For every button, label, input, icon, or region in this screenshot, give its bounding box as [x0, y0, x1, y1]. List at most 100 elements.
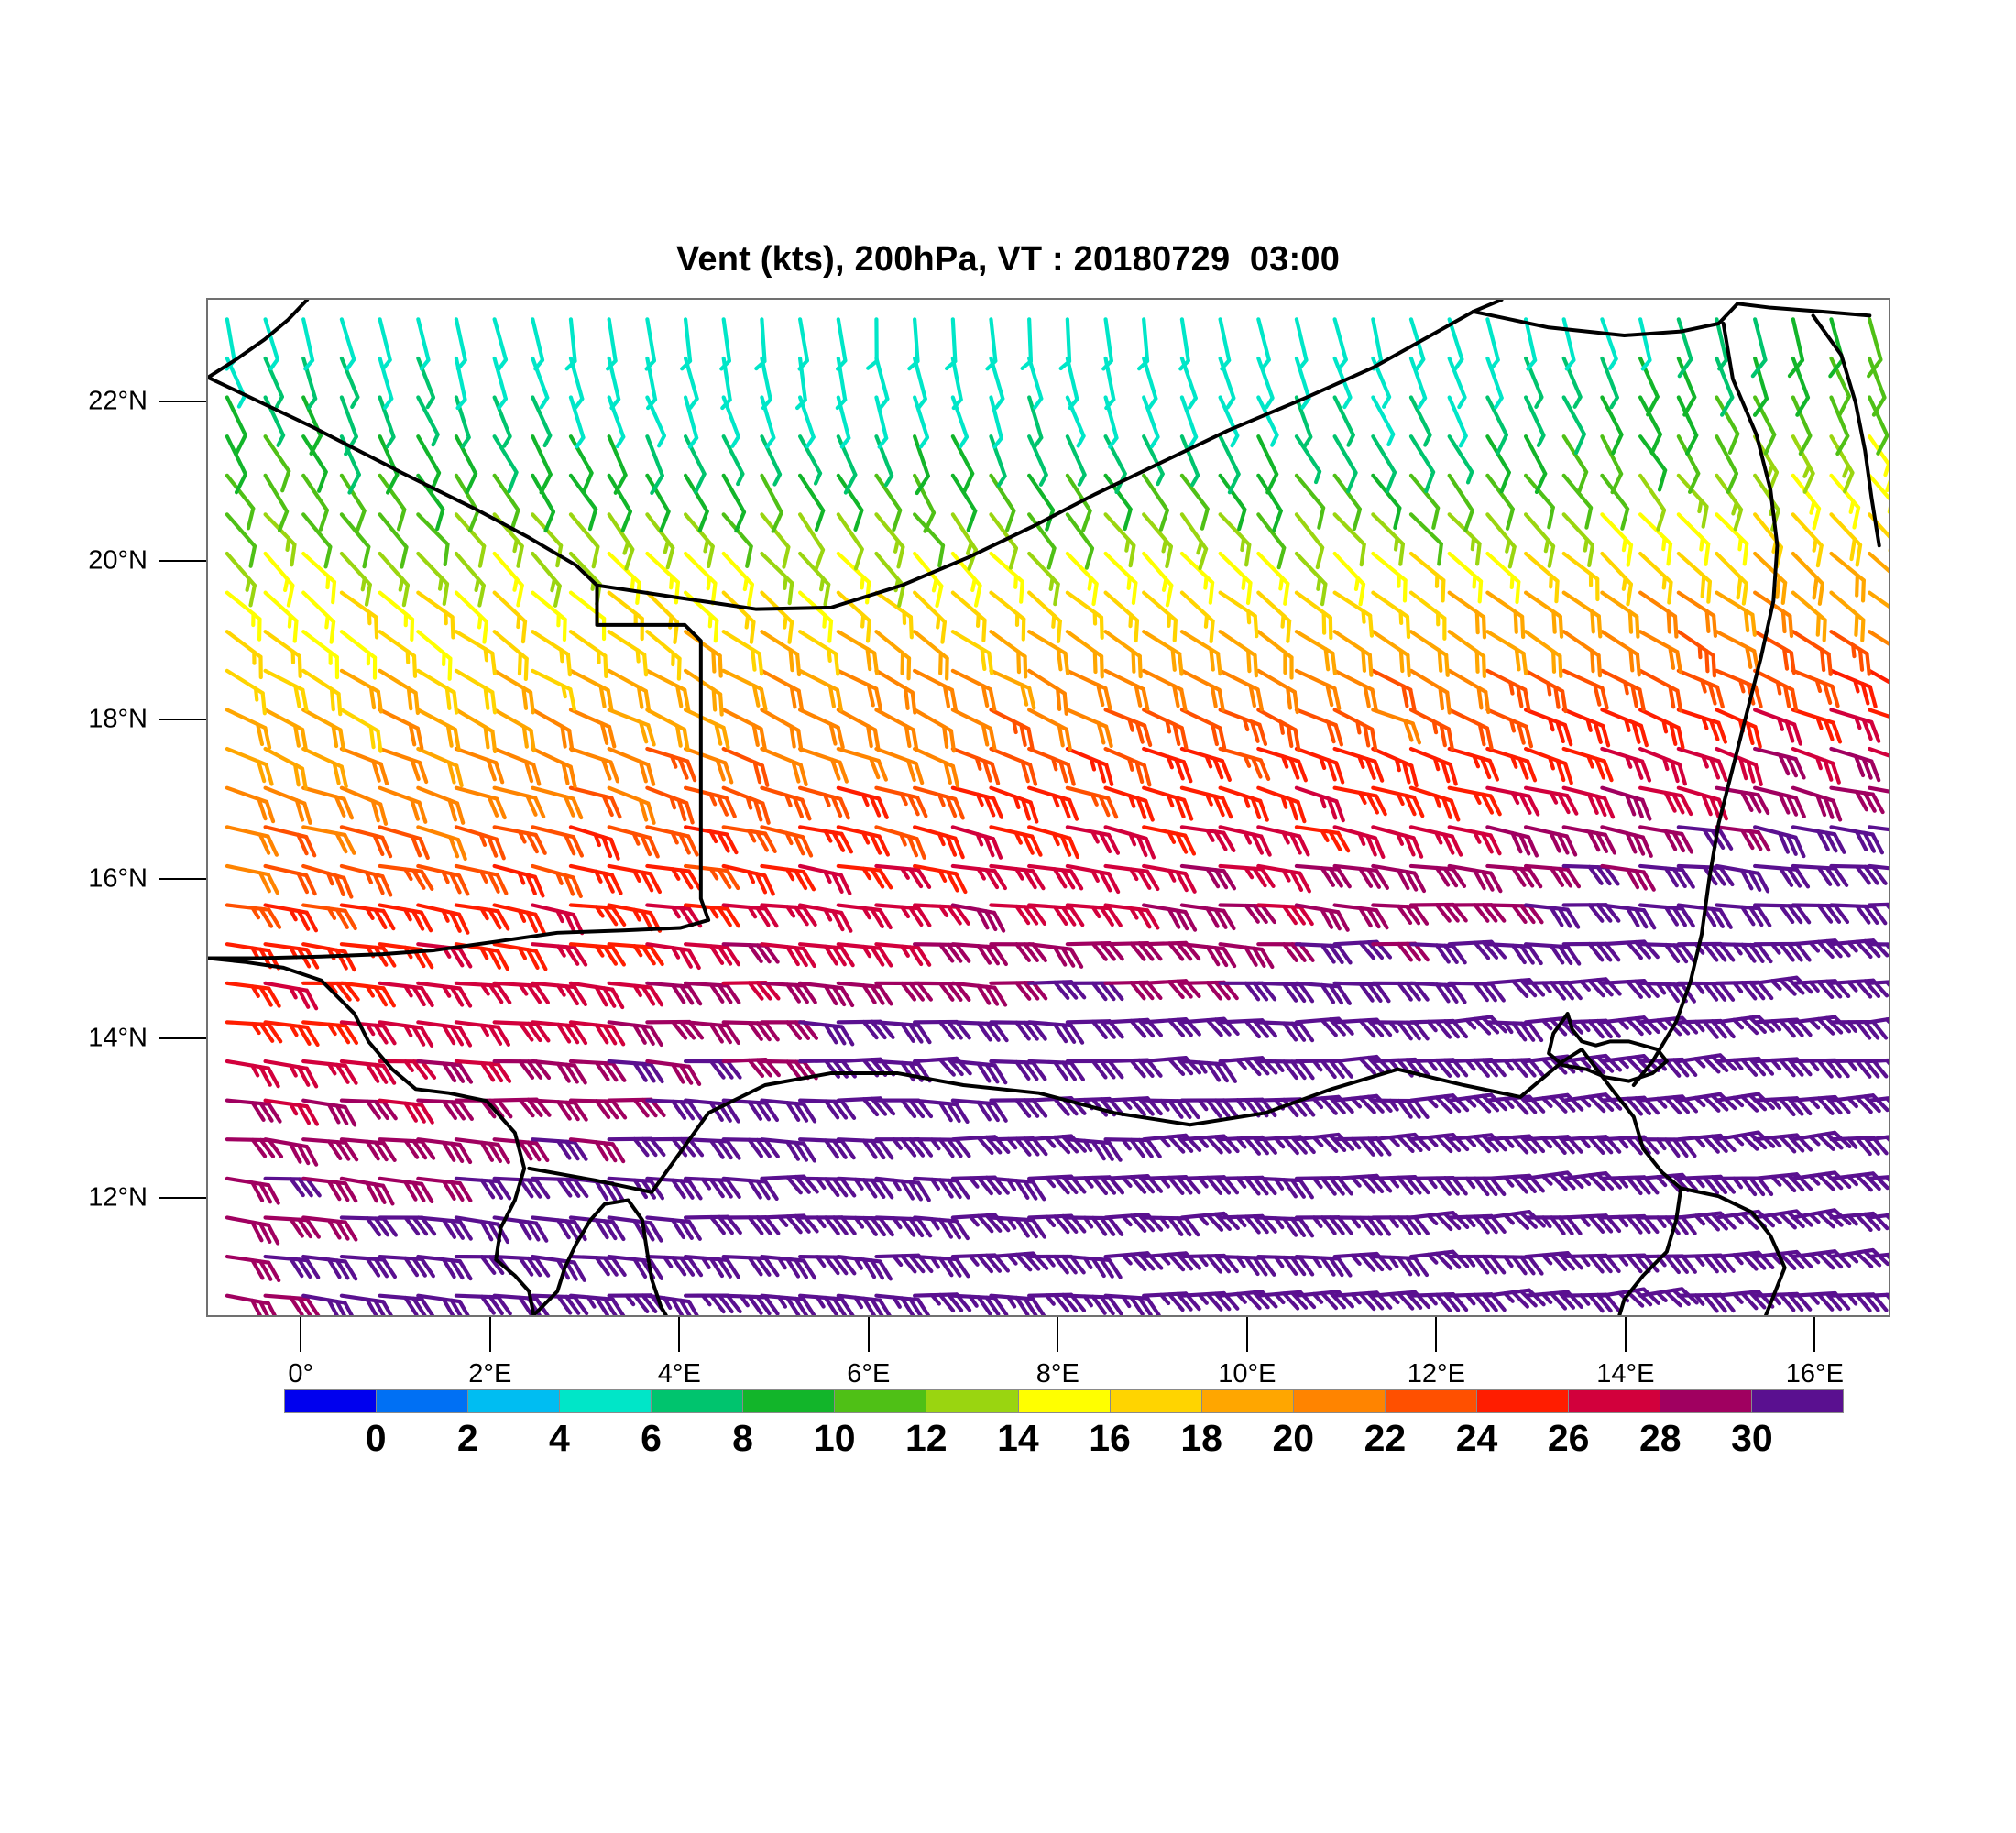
wind-barb [1868, 708, 1889, 719]
wind-barb [989, 473, 1016, 532]
map-border-line [1471, 302, 1740, 337]
wind-barb [1103, 1137, 1162, 1159]
wind-barb [454, 981, 512, 1005]
wind-barb [492, 356, 508, 410]
wind-barb [568, 942, 627, 967]
wind-barb [1408, 981, 1467, 1004]
wind-barb [1447, 981, 1506, 1003]
wind-barb [950, 981, 1008, 1007]
wind-barb [1142, 551, 1174, 608]
colorbar-segment [834, 1390, 926, 1412]
wind-barb [1065, 903, 1123, 927]
wind-barb [1600, 512, 1634, 567]
wind-barb [1027, 1174, 1087, 1195]
wind-barb [339, 708, 383, 753]
wind-barb [1218, 668, 1264, 712]
wind-barb [1791, 746, 1841, 785]
page-title: Vent (kts), 200hPa, VT : 20180729 03:00 [675, 240, 1341, 279]
wind-barb [1868, 825, 1889, 832]
colorbar-segment [1292, 1390, 1385, 1412]
wind-barb [339, 630, 378, 680]
wind-barb [1561, 473, 1594, 530]
wind-barb [1638, 356, 1660, 417]
wind-barb [1791, 1208, 1852, 1229]
wind-barb [1103, 708, 1153, 748]
wind-barb [1447, 825, 1502, 856]
wind-barb [568, 785, 622, 819]
wind-barb [760, 1020, 819, 1040]
wind-barb [1829, 1019, 1889, 1040]
wind-barb [1600, 551, 1634, 607]
wind-barb [454, 668, 498, 715]
wind-barb [1142, 1098, 1200, 1120]
wind-barb [950, 1253, 1010, 1274]
wind-barb [1791, 979, 1851, 1000]
wind-barb [1256, 356, 1275, 410]
wind-barb [1600, 317, 1618, 370]
wind-barb [1256, 473, 1283, 532]
wind-barb [1868, 473, 1889, 514]
wind-barb [1868, 902, 1889, 910]
wind-barb [263, 981, 319, 1011]
wind-barb [225, 434, 248, 495]
wind-barb [378, 395, 396, 449]
wind-barb [607, 942, 664, 967]
wind-barb [1829, 356, 1851, 417]
wind-barb [1561, 630, 1603, 678]
x-axis-tick-label: 16°E [1785, 1359, 1844, 1388]
wind-barb [416, 356, 436, 410]
wind-barb [683, 1059, 742, 1080]
wind-barb [1523, 1215, 1583, 1236]
wind-barb [607, 785, 656, 825]
wind-barb [263, 1254, 321, 1279]
wind-barb [1065, 1215, 1124, 1236]
wind-barb [797, 512, 826, 571]
map-border-line [1631, 322, 1780, 1087]
wind-barb [950, 1098, 1008, 1123]
wind-barb [1218, 825, 1272, 857]
wind-barb [989, 1059, 1047, 1081]
wind-barb [1638, 395, 1662, 456]
wind-barb [1791, 434, 1815, 494]
wind-barb [1829, 512, 1863, 567]
wind-barb [531, 1098, 588, 1122]
wind-barb [339, 1215, 399, 1237]
wind-barb [1256, 590, 1292, 643]
wind-barb [1750, 317, 1768, 379]
wind-barb [836, 785, 889, 819]
wind-barb [836, 668, 882, 711]
wind-barb [1179, 1059, 1238, 1083]
wind-barb [1752, 356, 1769, 417]
wind-barb [1103, 903, 1160, 930]
wind-barb [607, 395, 626, 449]
wind-barb [1561, 590, 1603, 639]
wind-barb [1868, 395, 1889, 456]
wind-barb [1256, 317, 1271, 371]
wind-barb [1065, 1254, 1123, 1279]
wind-barb [1447, 630, 1486, 679]
wind-barb [1447, 746, 1500, 782]
y-axis-tick [159, 878, 206, 881]
wind-barb [492, 1254, 551, 1278]
wind-barb [568, 746, 620, 784]
colorbar-segment [651, 1390, 743, 1412]
wind-barb [301, 863, 354, 899]
wind-barb [225, 630, 263, 680]
wind-barb [1753, 746, 1806, 780]
colorbar-tick-label: 0 [365, 1417, 387, 1459]
wind-barb [1332, 825, 1386, 859]
wind-barb [1142, 708, 1189, 750]
wind-barb [416, 1254, 473, 1281]
wind-barb [1791, 903, 1850, 925]
wind-barb [1676, 630, 1717, 678]
wind-barb [874, 434, 894, 488]
wind-barb [454, 1020, 510, 1047]
x-axis-tick [678, 1317, 681, 1352]
wind-barb [568, 668, 614, 713]
colorbar-tick-label: 4 [548, 1417, 570, 1459]
wind-barb [568, 395, 586, 449]
wind-barb [683, 863, 740, 891]
map-border-layer [208, 300, 1881, 1315]
wind-barb [339, 903, 396, 931]
